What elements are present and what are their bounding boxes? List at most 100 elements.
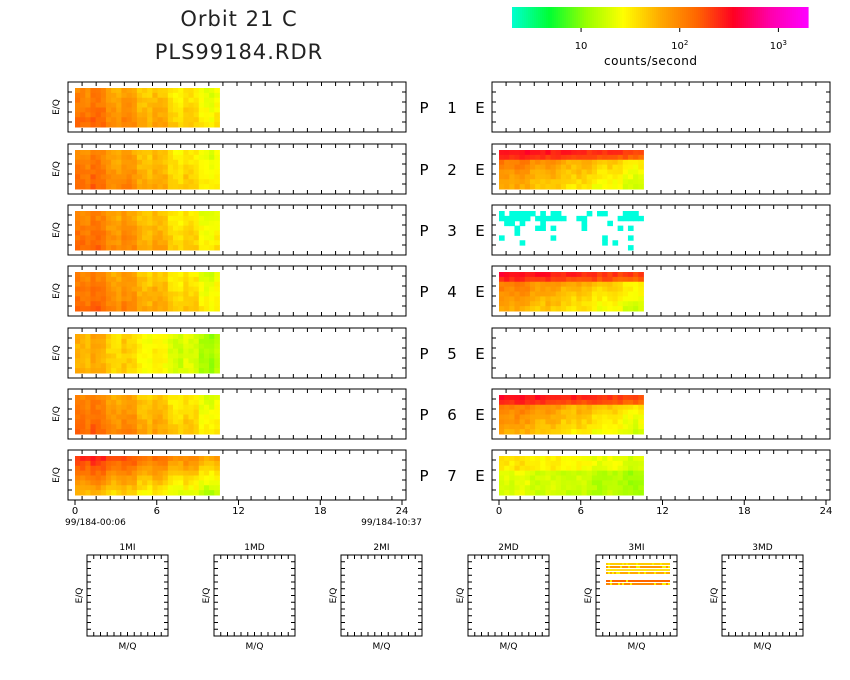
heatmap-cell [162,220,169,227]
heatmap-cell [147,353,153,359]
heatmap-cell [75,368,81,374]
stripe-cell [648,569,650,571]
colorbar-segment [556,7,559,28]
heatmap-cell [617,179,624,185]
heatmap-cell [126,215,133,222]
heatmap-cell [80,88,86,94]
heatmap-cell [80,306,86,312]
heatmap-cell [152,107,159,113]
heatmap-cell [529,399,536,406]
heatmap-cell [167,490,174,496]
stripe-cell [666,563,668,565]
heatmap-cell [612,480,619,486]
colorbar-segment [680,7,683,28]
heatmap-cell [147,174,153,180]
heatmap-cell [607,281,613,288]
heatmap-cell [571,475,577,481]
colorbar-segment [636,7,639,28]
heatmap-cell [162,291,169,297]
heatmap-cell [545,395,552,401]
heatmap-cell [576,179,583,185]
heatmap-cell [576,404,583,411]
heatmap-cell [633,286,639,292]
heatmap-cell [509,475,515,481]
heatmap-cell [203,235,210,241]
colorbar-segment [656,7,659,28]
heatmap-cell [80,343,86,350]
heatmap-cell [524,456,531,462]
heatmap-cell [560,184,567,190]
heatmap-cell [85,456,91,462]
heatmap-cell [198,490,205,496]
heatmap-cell [550,291,557,297]
colorbar-segment [610,7,613,28]
heatmap-cell [638,460,644,467]
heatmap-cell [173,296,179,302]
heatmap-cell [116,395,122,401]
heatmap-cell [633,272,639,278]
heatmap-cell [566,419,572,425]
heatmap-cell [188,179,195,185]
heatmap-cell [617,306,624,312]
heatmap-cell [514,281,521,288]
heatmap-cell [178,164,184,170]
heatmap-cell [142,179,148,185]
heatmap-cell [622,291,629,297]
heatmap-cell [126,235,133,241]
heatmap-cell [90,276,97,283]
heatmap-cell [550,456,557,462]
stripe-cell [636,572,638,574]
heatmap-cell [504,281,510,288]
heatmap-cell [183,301,189,307]
heatmap-cell [540,159,546,166]
heatmap-cell [162,399,169,406]
heatmap-cell [75,301,81,307]
colorbar-segment [704,7,707,28]
heatmap-cell [121,215,128,222]
colorbar-segment [706,7,709,28]
heatmap-cell [80,399,86,406]
heatmap-cell [100,102,107,108]
colorbar-segment [646,7,649,28]
heatmap-cell [638,174,644,180]
heatmap-cell [198,485,205,491]
heatmap-cell [95,353,102,359]
heatmap-cell [188,465,195,472]
heatmap-cell [131,117,138,123]
heatmap-cell [633,169,639,175]
heatmap-cell [198,296,205,302]
heatmap-cell [90,475,97,481]
colorbar-segment [660,7,663,28]
heatmap-cell [95,429,102,435]
heatmap-cell [638,301,644,307]
heatmap-cell [157,286,164,292]
heatmap-cell [617,215,624,222]
heatmap-cell [203,414,210,420]
heatmap-cell [131,230,138,236]
heatmap-cell [203,179,210,185]
heatmap-cell [111,225,117,231]
row-p-label: P [419,283,428,301]
heatmap-cell [152,460,159,467]
heatmap-cell [167,296,174,302]
stripe-cell [624,569,626,571]
heatmap-cell [504,395,510,401]
heatmap-cell [519,490,526,496]
heatmap-cell [581,404,588,411]
heatmap-cell [545,414,552,420]
heatmap-cell [147,456,153,462]
heatmap-cell [214,220,220,227]
heatmap-cell [162,419,169,425]
heatmap-cell [105,414,112,420]
heatmap-cell [571,179,577,185]
heatmap-cell [136,409,143,415]
heatmap-cell [540,480,546,486]
heatmap-cell [545,159,552,166]
colorbar-segment [760,7,763,28]
heatmap-cell [209,159,215,166]
small-panel-stripes [606,563,670,585]
heatmap-cell [178,245,184,251]
heatmap-cell [142,338,148,345]
heatmap-cell [183,122,189,128]
stripe-cell [630,583,632,585]
